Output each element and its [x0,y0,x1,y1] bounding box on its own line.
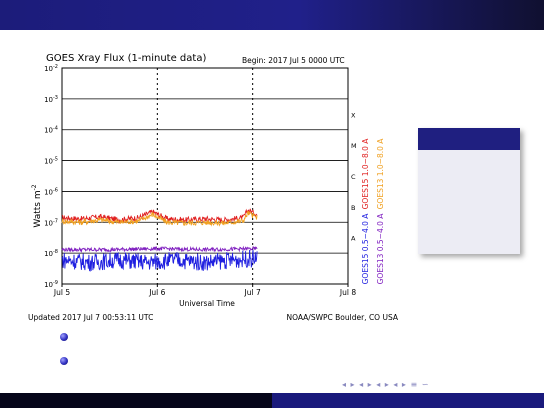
xray-flux-chart: GOES Xray Flux (1-minute data) Begin: 20… [28,44,399,329]
title-bar [0,0,544,30]
credit-label: NOAA/SWPC Boulder, CO USA [286,313,398,322]
x-axis-label: Universal Time [179,299,235,308]
navigation-controls[interactable]: ◂ ▸ ◂ ▸ ◂ ▸ ◂ ▸ ≡ ∽ [342,380,430,389]
x-tick-label: Jul 7 [244,288,261,297]
series-line [61,249,258,272]
series-line [61,245,258,254]
updated-timestamp: Updated 2017 Jul 7 00:53:11 UTC [28,313,153,322]
flare-class-label: X [351,111,356,119]
flare-class-label: M [351,142,357,150]
series-line [61,210,258,227]
chart-begin-label: Begin: 2017 Jul 5 0000 UTC [242,56,345,65]
plot-frame [61,67,349,285]
x-tick-label: Jul 8 [339,288,356,297]
y-tick-label: 10-3 [44,95,58,104]
x-tick-label: Jul 5 [53,288,70,297]
flare-class-label: B [351,204,355,212]
y-axis-label: Watts m-2 [31,184,43,227]
legend-entry: GOES15 0.5−4.0 A [361,213,370,285]
y-tick-label: 10-7 [44,218,58,227]
side-block-header [418,128,520,150]
y-tick-label: 10-5 [44,157,58,166]
y-tick-label: 10-6 [44,187,58,196]
y-tick-label: 10-2 [44,64,58,73]
side-block [418,128,520,254]
legend-entry: GOES15 1.0−8.0 A [361,138,370,210]
bullet-icon [60,333,68,341]
chart-title: GOES Xray Flux (1-minute data) [46,53,206,64]
y-tick-label: 10-8 [44,249,58,258]
flare-class-label: C [351,173,356,181]
legend-entry: GOES13 1.0−8.0 A [376,138,385,210]
footer-left [0,393,272,408]
footer-right [272,393,544,408]
bullet-icon [60,357,68,365]
legend-entry: GOES13 0.5−4.0 A [376,213,385,285]
x-tick-label: Jul 6 [148,288,165,297]
y-tick-label: 10-9 [44,280,58,289]
flare-class-label: A [351,235,356,243]
y-tick-label: 10-4 [44,126,58,135]
